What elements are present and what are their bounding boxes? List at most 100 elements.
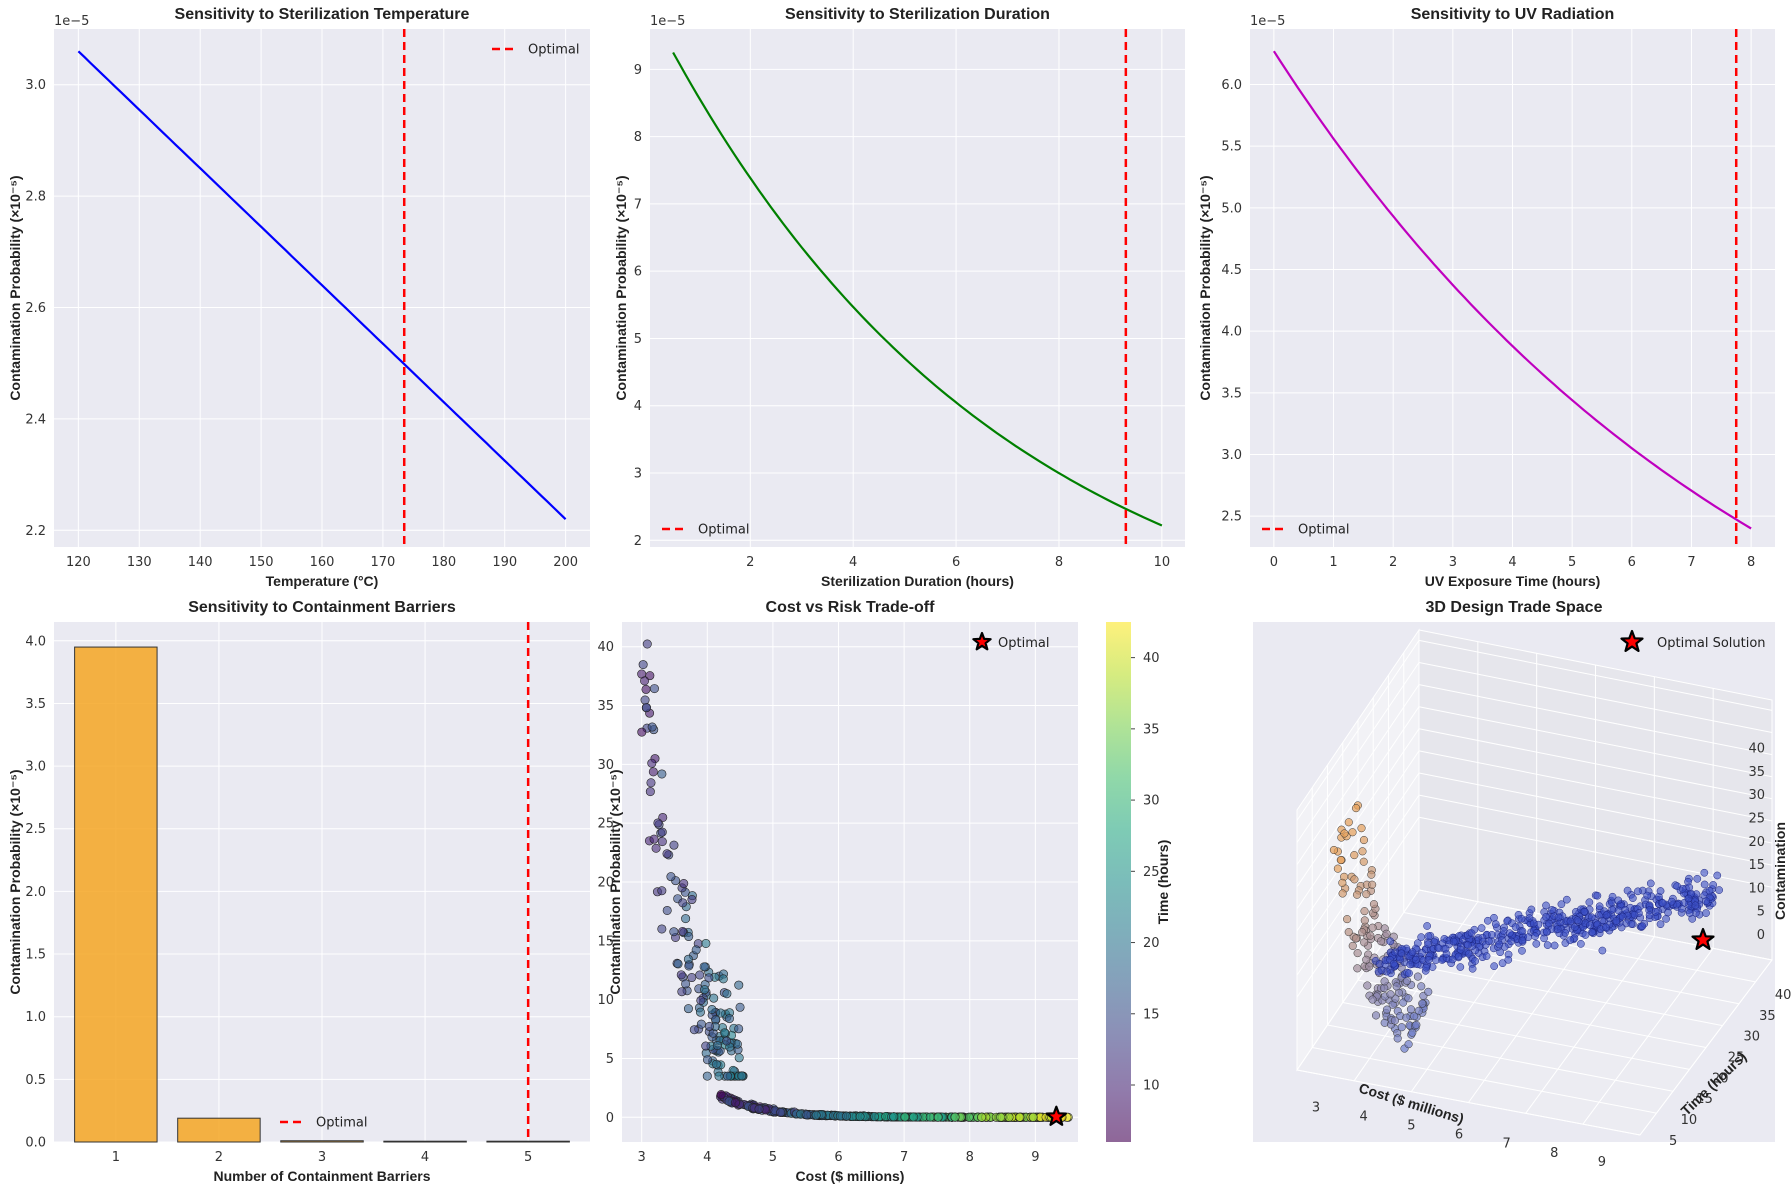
data-point [1350,875,1359,884]
x-tick-label: 9 [1598,1155,1606,1170]
data-point [645,787,655,797]
data-point [1404,1040,1413,1049]
data-point [737,1071,747,1081]
wall-gridline [1296,750,1420,932]
data-point [1685,909,1694,917]
x-tick-label: 8 [966,1150,974,1165]
colorbar-tick-label: 25 [1143,865,1160,880]
data-point [718,974,728,984]
x-tick-label: 120 [66,555,91,570]
y-tick-label: 20 [597,876,614,891]
x-tick-label: 190 [492,555,517,570]
y-tick-label: 4 [634,399,642,414]
data-point [699,962,709,972]
data-point [1412,955,1420,964]
data-point [716,1090,726,1100]
data-point [1424,956,1433,964]
wall-gridline [1418,728,1773,800]
data-point [1608,892,1617,901]
wall-gridline [1296,640,1420,821]
data-point [1491,920,1500,928]
wall-gridline [1296,662,1420,843]
data-point [641,703,651,713]
data-point [657,769,667,779]
x-tick-label: 5 [769,1150,777,1165]
data-point [1548,906,1556,914]
y-tick-label: 2.2 [25,524,46,539]
data-point [1608,905,1616,914]
x-tick-label: 2 [215,1150,223,1165]
data-point [695,970,705,980]
data-point [657,827,667,837]
data-point [1713,871,1722,880]
y-tick-label: 2.8 [25,190,46,205]
data-point [1408,948,1417,957]
data-point [1352,804,1361,813]
data-point [1404,994,1413,1003]
data-point [1367,870,1376,879]
data-point [684,961,694,971]
data-point [1463,941,1472,949]
y-tick-label: 30 [597,758,614,773]
chart-title: Cost vs Risk Trade-off [766,599,936,616]
y-tick-label: 5.5 [1221,140,1242,155]
x-tick-label: 7 [1502,1137,1510,1152]
y-tick-label: 9 [634,63,642,78]
x-tick-label: 200 [553,555,578,570]
data-point [700,985,710,995]
data-point [1525,914,1534,922]
data-point [678,927,688,937]
data-point [1646,879,1655,888]
y-axis-label: Contamination Probability (×10⁻⁵) [607,769,623,994]
wall-gridline [1296,816,1420,998]
data-point [1414,1006,1423,1015]
x-tick-label: 6 [1455,1128,1463,1143]
data-point [776,1108,786,1118]
colorbar: 10 15 20 25 30 35 40 Time (hours) [1106,622,1171,1142]
data-point [711,1059,721,1069]
z-tick-label: 30 [1748,788,1765,803]
z-tick-label: 15 [1748,858,1765,873]
data-point [1377,937,1386,946]
data-point [1614,906,1623,915]
data-point [1360,938,1369,947]
data-point [1656,920,1665,929]
wall-gridline [1418,772,1773,844]
y-tick-label: 6.0 [1221,78,1242,93]
x-tick-label: 140 [188,555,213,570]
x-axis-label: Temperature (°C) [266,573,379,589]
y-tick-label: 40 [597,640,614,655]
x-tick-label: 130 [127,555,152,570]
data-point [811,1110,821,1120]
data-point [1336,855,1345,865]
data-point [1405,969,1413,978]
data-point [696,995,706,1005]
data-point [1627,920,1636,928]
data-point [1368,923,1377,932]
data-point [702,1071,712,1081]
data-point [1028,1112,1038,1122]
wall-gridline [1418,750,1773,822]
data-point [1417,933,1426,941]
legend-label: Optimal [1298,523,1349,538]
data-point [1350,851,1359,860]
y-tick-label: 4.0 [25,634,46,649]
data-point [724,1014,734,1024]
wall-gridline [1296,684,1420,865]
y-offset-text: 1e−5 [1250,14,1285,29]
data-point [673,959,683,969]
z-tick-label: 5 [1757,905,1765,920]
bar [383,1140,467,1143]
data-point [1677,904,1686,913]
z-tick-label: 25 [1748,812,1765,827]
data-point [1353,949,1362,958]
y-tick-label: 15 [597,934,614,949]
data-point [1408,1028,1417,1037]
wall-gridline [1418,684,1773,756]
data-point [657,924,667,934]
data-point [1495,940,1504,949]
y-tick-label: 3.0 [25,760,46,775]
data-point [687,973,697,983]
y-offset-text: 1e−5 [650,14,685,29]
data-point [1532,940,1541,948]
